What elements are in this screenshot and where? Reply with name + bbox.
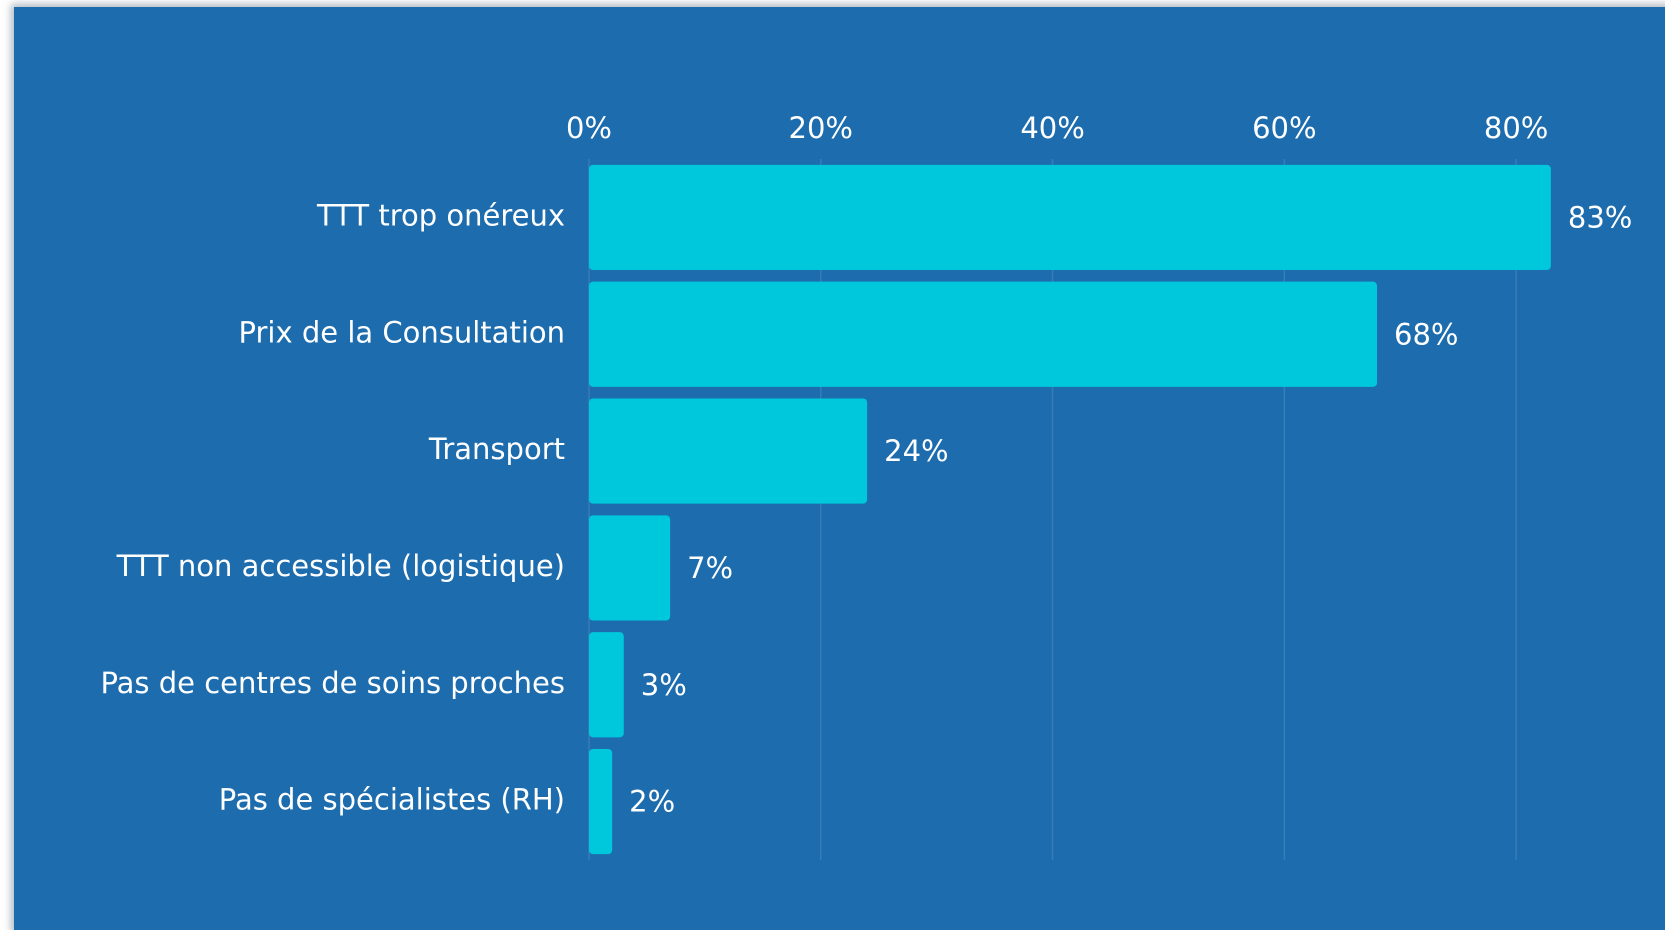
bar — [589, 281, 1378, 387]
y-tick-label: Pas de centres de soins proches — [100, 666, 565, 700]
bar — [589, 164, 1551, 270]
value-label: 3% — [641, 668, 687, 702]
value-label: 7% — [687, 551, 733, 585]
x-tick-label: 20% — [789, 111, 853, 145]
x-tick-label: 60% — [1252, 111, 1316, 145]
bar — [589, 749, 613, 855]
value-label: 24% — [884, 434, 948, 468]
value-label: 68% — [1394, 317, 1458, 351]
bar — [589, 632, 624, 738]
x-tick-label: 0% — [566, 111, 612, 145]
x-tick-label: 40% — [1020, 111, 1084, 145]
y-tick-label: TTT non accessible (logistique) — [116, 549, 565, 583]
x-tick-label: 80% — [1484, 111, 1548, 145]
y-tick-label: Pas de spécialistes (RH) — [219, 783, 565, 817]
value-label: 83% — [1568, 200, 1632, 234]
y-tick-label: TTT trop onéreux — [316, 198, 565, 232]
bar — [589, 515, 671, 621]
y-tick-label: Transport — [428, 432, 565, 466]
value-label: 2% — [629, 785, 675, 819]
bar — [589, 398, 868, 504]
y-tick-label: Prix de la Consultation — [239, 315, 565, 349]
